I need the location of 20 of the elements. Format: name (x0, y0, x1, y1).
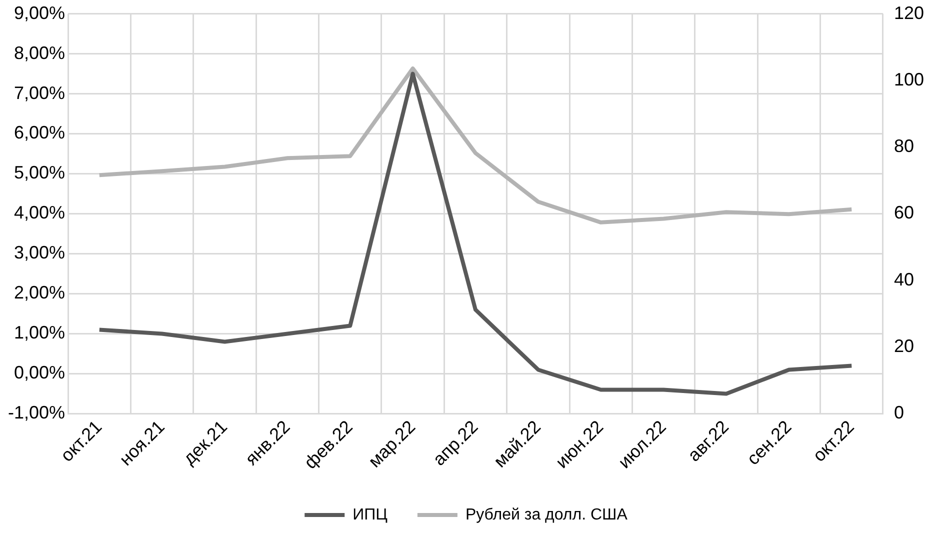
y-tick-label: 7,00% (14, 82, 66, 103)
y2-tick-label: 20 (894, 336, 914, 356)
y-tick-label: 8,00% (14, 42, 66, 63)
y-tick-label: -1,00% (8, 402, 66, 423)
y-tick-label: 5,00% (14, 162, 66, 183)
y2-tick-label: 0 (894, 402, 904, 423)
y2-tick-label: 100 (894, 69, 924, 90)
y2-tick-label: 40 (894, 269, 914, 290)
y-tick-label: 6,00% (14, 122, 66, 143)
y2-tick-label: 80 (894, 136, 914, 156)
y2-tick-label: 120 (894, 2, 924, 23)
legend-label: Рублей за долл. США (465, 506, 628, 524)
y-tick-label: 4,00% (14, 202, 66, 223)
y-tick-label: 3,00% (14, 242, 66, 263)
y-tick-label: 1,00% (14, 322, 66, 343)
y-tick-label: 9,00% (14, 2, 66, 23)
y-tick-label: 0,00% (14, 362, 66, 383)
legend-label: ИПЦ (352, 506, 388, 524)
y-tick-label: 2,00% (14, 282, 66, 303)
y2-tick-label: 60 (894, 202, 914, 223)
